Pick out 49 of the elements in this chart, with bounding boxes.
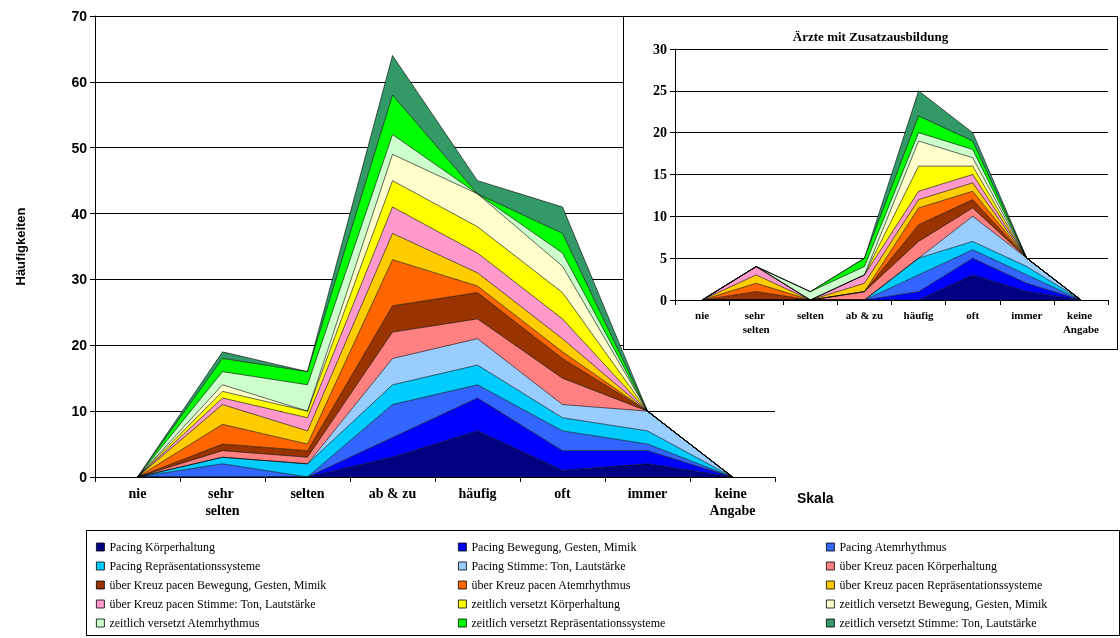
x-tick-label: selten [290, 486, 325, 501]
y-tick-label: 50 [71, 139, 88, 156]
legend-label: zeitlich versetzt Stimme: Ton, Lautstärke [839, 616, 1037, 630]
x-tick-label: oft [966, 309, 980, 321]
x-tick-label: selten [796, 309, 824, 321]
legend-label: zeitlich versetzt Repräsentationssysteme [471, 616, 666, 630]
x-tick-label: nie [128, 486, 147, 501]
y-tick-label: 0 [79, 469, 88, 485]
x-tick-label: keine Angabe [1062, 309, 1100, 335]
y-tick-label: 30 [71, 271, 88, 288]
legend-label: über Kreuz pacen Bewegung, Gesten, Mimik [109, 578, 327, 592]
x-tick-label: ab & zu [368, 486, 417, 501]
chart-title: Ärzte mit Zusatzausbildung [792, 29, 949, 44]
x-tick-label: immer [1011, 309, 1043, 321]
legend-label: zeitlich versetzt Bewegung, Gesten, Mimik [839, 597, 1048, 611]
legend-label: über Kreuz pacen Atemrhythmus [471, 578, 631, 592]
x-tick-label: sehr selten [205, 486, 240, 518]
x-axis-title: Skala [797, 490, 834, 506]
x-tick-label: ab & zu [845, 309, 884, 321]
y-tick-label: 15 [653, 167, 667, 182]
y-tick-label: 20 [71, 337, 88, 354]
y-tick-label: 30 [653, 41, 667, 57]
x-tick-label: keine Angabe [709, 486, 756, 518]
y-tick-label: 60 [71, 73, 88, 90]
legend-label: zeitlich versetzt Atemrhythmus [109, 616, 260, 630]
y-tick-label: 10 [653, 208, 667, 224]
x-tick-label: immer [627, 486, 668, 501]
y-tick-label: 20 [653, 125, 667, 141]
legend-label: Pacing Repräsentationssysteme [109, 559, 261, 573]
x-tick-label: oft [554, 486, 571, 501]
y-tick-label: 70 [71, 8, 88, 24]
legend-label: Pacing Atemrhythmus [839, 540, 947, 554]
y-tick-label: 25 [653, 83, 667, 99]
y-axis-title: Häufigkeiten [13, 207, 28, 286]
x-tick-label: häufig [903, 309, 935, 321]
legend-label: Pacing Körperhaltung [109, 540, 216, 554]
legend-label: über Kreuz pacen Körperhaltung [839, 559, 997, 573]
y-tick-label: 40 [71, 205, 88, 222]
legend-label: über Kreuz pacen Stimme: Ton, Lautstärke [109, 597, 316, 611]
legend-label: Pacing Bewegung, Gesten, Mimik [471, 540, 637, 554]
y-tick-label: 0 [660, 292, 667, 308]
legend-label: Pacing Stimme: Ton, Lautstärke [471, 559, 626, 573]
x-tick-label: nie [695, 309, 710, 321]
legend-label: über Kreuz pacen Repräsentationssysteme [839, 578, 1043, 592]
x-tick-label: sehr selten [742, 309, 770, 335]
x-tick-label: häufig [458, 486, 497, 501]
y-tick-label: 10 [71, 403, 88, 420]
y-tick-label: 5 [660, 250, 667, 266]
legend-label: zeitlich versetzt Körperhaltung [471, 597, 621, 611]
